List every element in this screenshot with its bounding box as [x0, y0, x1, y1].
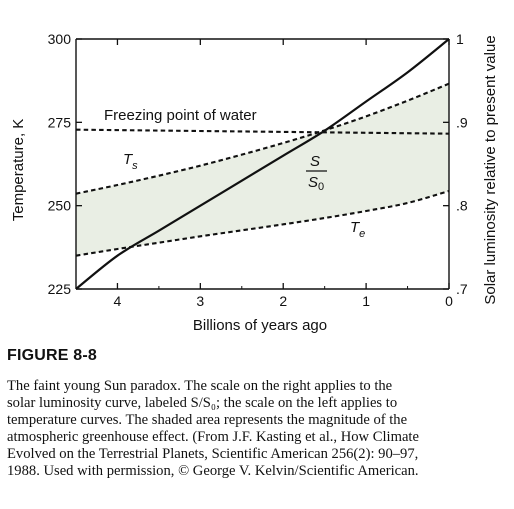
x-tick-label: 4: [114, 293, 122, 309]
tick-labels: 4 3 2 1 0 225 250 275 300 .7 .8 .9 1: [48, 31, 468, 309]
left-y-tick-label: 225: [48, 281, 72, 297]
greenhouse-shaded-area: [76, 83, 449, 256]
left-y-tick-label: 250: [48, 198, 72, 214]
x-tick-label: 0: [445, 293, 453, 309]
caption-line: atmospheric greenhouse effect. (From J.F…: [7, 429, 419, 445]
figure-caption: The faint young Sun paradox. The scale o…: [7, 378, 507, 480]
left-y-axis-title: Temperature, K: [10, 119, 27, 222]
axes: [75, 38, 450, 290]
x-tick-label: 2: [279, 293, 287, 309]
caption-line: The faint young Sun paradox. The scale o…: [7, 378, 393, 394]
right-y-tick-label: 1: [456, 31, 464, 47]
figure-chart: 4 3 2 1 0 225 250 275 300 .7 .8 .9 1 Billions of yea…: [10, 31, 499, 334]
caption-line: solar luminosity curve, labeled S/S₀; th…: [7, 395, 398, 411]
x-tick-label: 3: [196, 293, 204, 309]
te-label-sub: e: [359, 228, 365, 240]
s-denominator-main: S: [308, 174, 318, 191]
left-y-tick-label: 300: [48, 31, 72, 47]
right-y-tick-label: .7: [456, 281, 468, 297]
right-y-tick-label: .9: [456, 114, 468, 130]
x-tick-label: 1: [362, 293, 370, 309]
solar-luminosity-label: S S0: [306, 153, 327, 193]
te-label: Te: [350, 219, 365, 240]
caption-line: Evolved on the Terrestrial Planets, Scie…: [7, 446, 419, 462]
figure-number: FIGURE 8-8: [7, 347, 98, 364]
ts-label-main: T: [123, 151, 134, 168]
caption-line: temperature curves. The shaded area repr…: [7, 412, 408, 428]
te-label-main: T: [350, 219, 361, 236]
freezing-point-line: [75, 128, 450, 135]
s-numerator: S: [310, 153, 320, 170]
te-curve: [75, 189, 450, 257]
right-y-tick-label: .8: [456, 198, 468, 214]
s-denominator-sub: 0: [318, 181, 324, 193]
x-axis-title: Billions of years ago: [193, 317, 327, 334]
ts-label-sub: s: [132, 160, 138, 172]
s-denominator: S0: [308, 174, 324, 193]
right-y-axis-title: Solar luminosity relative to present val…: [482, 35, 499, 304]
left-y-tick-label: 275: [48, 114, 72, 130]
series-layer: [75, 38, 450, 290]
solar-luminosity-curve: [75, 38, 450, 290]
ts-curve: [75, 82, 450, 195]
caption-line: 1988. Used with permission, © George V. …: [7, 463, 419, 479]
freezing-point-label: Freezing point of water: [104, 107, 257, 124]
ts-label: Ts: [123, 151, 138, 172]
